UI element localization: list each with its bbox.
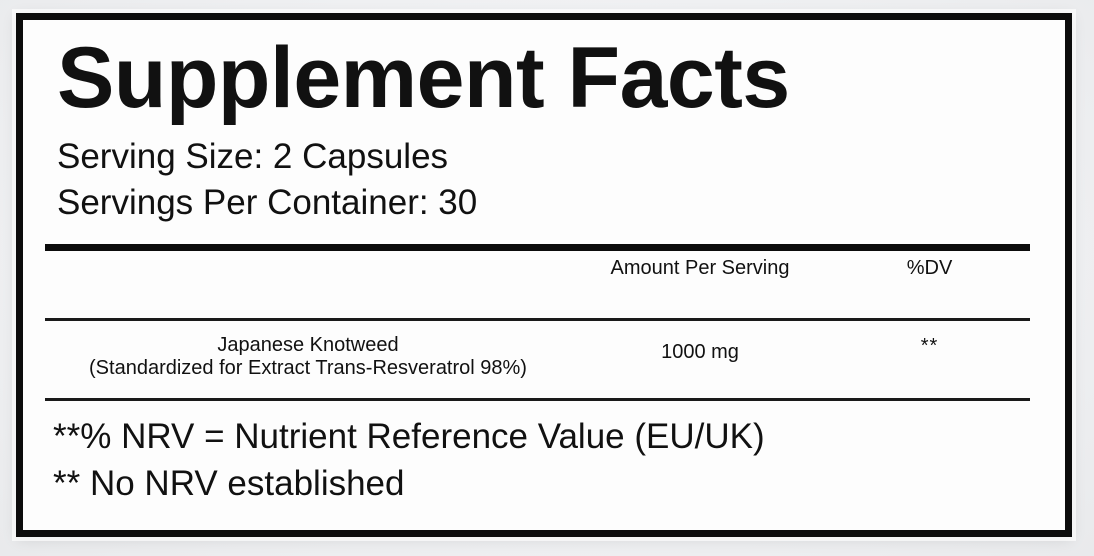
footnotes-section: **% NRV = Nutrient Reference Value (EU/U… — [53, 413, 1035, 507]
footnote-nrv-definition: **% NRV = Nutrient Reference Value (EU/U… — [53, 416, 765, 456]
serving-size-line: Serving Size: 2 Capsules — [57, 136, 449, 176]
label-title: Supplement Facts — [57, 30, 790, 126]
separator-line-bottom — [45, 397, 1030, 401]
separator-line-top — [45, 317, 1030, 321]
thick-separator-bar — [45, 243, 1030, 251]
ingredient-dv-asterisks: ** — [920, 334, 939, 357]
header-percent-dv: %DV — [906, 256, 953, 279]
ingredient-name-cell: Japanese Knotweed (Standardized for Extr… — [45, 334, 571, 380]
ingredient-name: Japanese Knotweed — [217, 333, 399, 356]
serving-info: Serving Size: 2 Capsules Servings Per Co… — [57, 134, 1035, 226]
ingredient-standardization-detail: (Standardized for Extract Trans-Resverat… — [89, 356, 527, 379]
footnote-no-nrv: ** No NRV established — [53, 463, 405, 503]
table-header-row: Amount Per Serving %DV — [45, 251, 1030, 318]
ingredient-amount: 1000 mg — [661, 340, 739, 363]
supplement-facts-label: Supplement Facts Serving Size: 2 Capsule… — [16, 13, 1072, 537]
header-ingredient-spacer — [45, 256, 571, 280]
ingredient-table-row: Japanese Knotweed (Standardized for Extr… — [45, 321, 1030, 398]
header-amount-per-serving: Amount Per Serving — [610, 256, 790, 279]
servings-per-container-line: Servings Per Container: 30 — [57, 182, 478, 222]
